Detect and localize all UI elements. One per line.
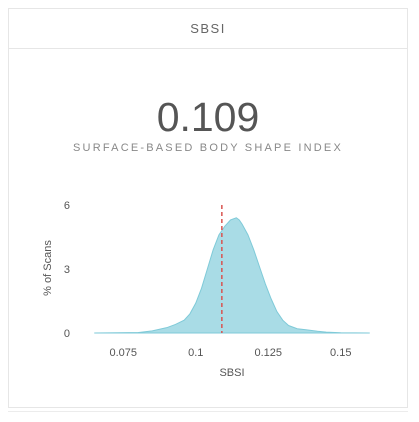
x-tick-label: 0.15 [330, 347, 351, 359]
x-tick-label: 0.125 [254, 347, 282, 359]
x-axis-label: SBSI [219, 367, 244, 379]
y-tick-label: 6 [64, 200, 70, 212]
sbsi-card: SBSI 0.109 SURFACE-BASED BODY SHAPE INDE… [8, 8, 408, 408]
card-title: SBSI [9, 9, 407, 49]
x-tick-label: 0.1 [188, 347, 203, 359]
y-tick-label: 3 [64, 264, 70, 276]
sbsi-label: SURFACE-BASED BODY SHAPE INDEX [73, 142, 343, 154]
y-axis-label: % of Scans [42, 240, 54, 296]
bottom-divider [8, 411, 408, 412]
distribution-area [94, 217, 370, 334]
y-tick-label: 0 [64, 328, 70, 340]
sbsi-value: 0.109 [156, 94, 260, 140]
x-tick-label: 0.075 [109, 347, 137, 359]
